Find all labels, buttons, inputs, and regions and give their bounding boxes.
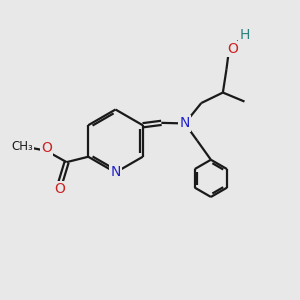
Text: O: O (227, 42, 238, 56)
Text: CH₃: CH₃ (11, 140, 33, 153)
Text: H: H (239, 28, 250, 42)
Text: N: N (110, 166, 121, 179)
Text: O: O (55, 182, 65, 196)
Text: N: N (180, 116, 190, 130)
Text: O: O (41, 141, 52, 155)
